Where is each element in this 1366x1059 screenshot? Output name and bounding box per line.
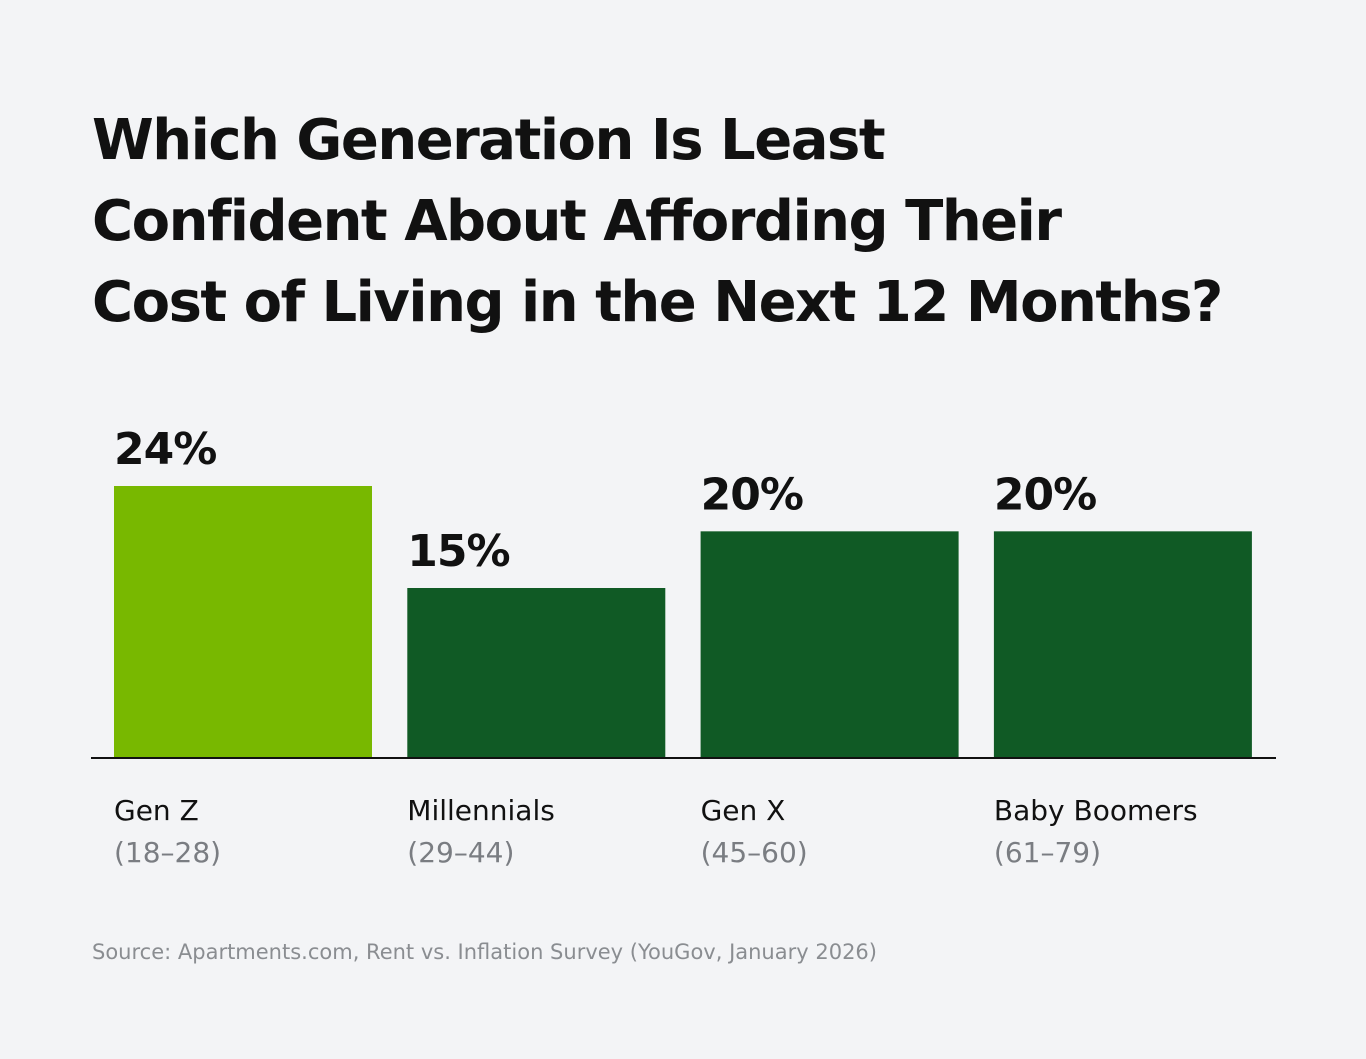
bar xyxy=(114,486,372,758)
chart-title-line-2: Confident About Affording Their xyxy=(92,189,1062,254)
bar xyxy=(700,531,959,758)
chart-title-line-3: Cost of Living in the Next 12 Months? xyxy=(92,270,1223,335)
category-label: Baby Boomers xyxy=(994,794,1198,827)
bar xyxy=(407,588,666,758)
value-label: 24% xyxy=(114,424,216,475)
category-label: Gen Z xyxy=(114,794,199,827)
bar xyxy=(993,531,1252,758)
chart-title-line-1: Which Generation Is Least xyxy=(92,108,886,173)
category-label: Gen X xyxy=(701,794,786,827)
category-sublabel: (45–60) xyxy=(701,836,808,869)
category-sublabel: (18–28) xyxy=(114,836,221,869)
value-label: 20% xyxy=(994,469,1096,520)
category-label: Millennials xyxy=(407,794,555,827)
category-sublabel: (61–79) xyxy=(994,836,1101,869)
chart-title: Which Generation Is Least Confident Abou… xyxy=(92,100,1272,343)
category-sublabel: (29–44) xyxy=(407,836,514,869)
value-label: 15% xyxy=(407,526,509,577)
source-note: Source: Apartments.com, Rent vs. Inflati… xyxy=(92,940,877,964)
value-label: 20% xyxy=(701,469,803,520)
